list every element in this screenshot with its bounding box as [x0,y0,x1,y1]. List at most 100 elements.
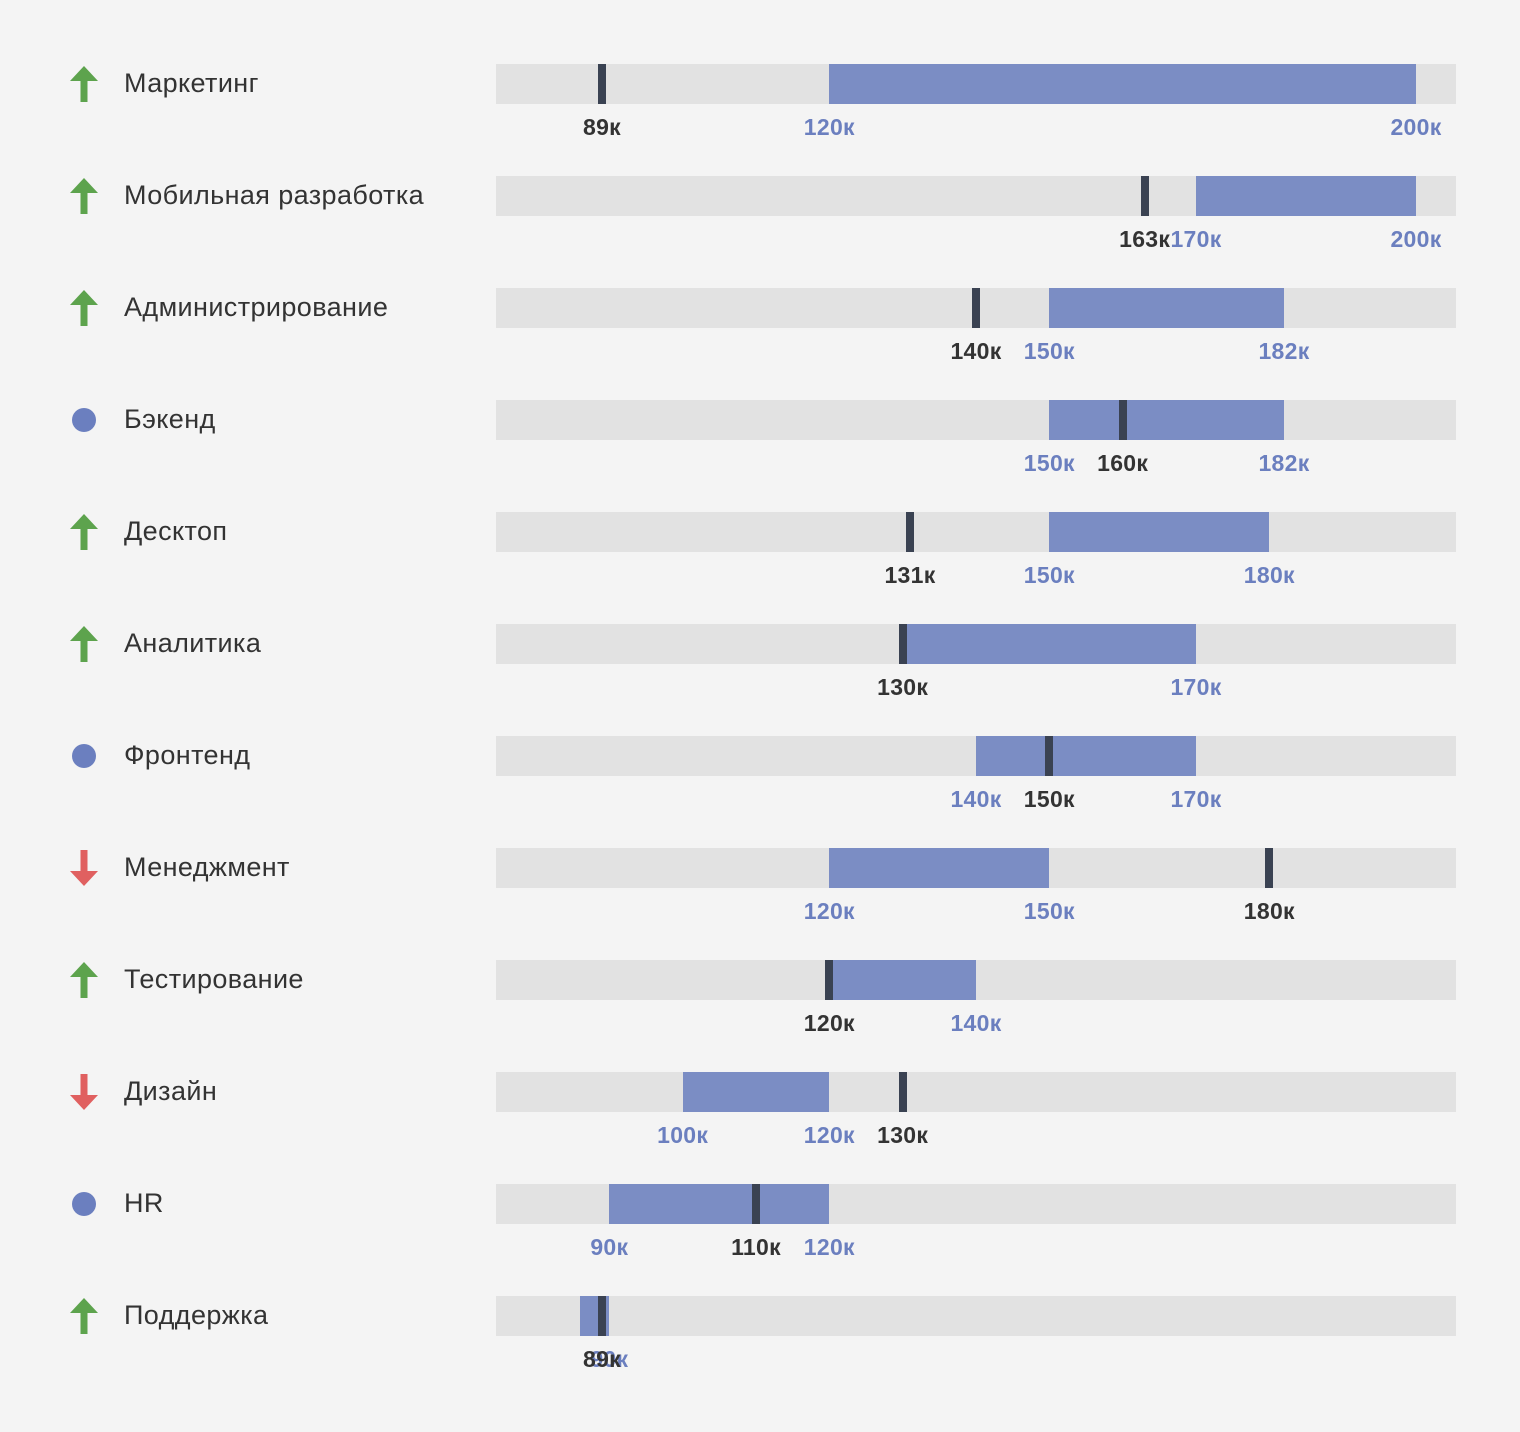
salary-range-bar [829,848,1050,888]
range-max-label: 200к [1390,226,1442,252]
median-marker [898,624,907,664]
bar-track: 90к 120к 110к [496,1184,1456,1260]
category-label: HR [124,1188,164,1218]
marker-label: 110к [731,1234,781,1260]
category-label: Фронтенд [124,740,251,770]
chart-row: Фронтенд 140к 170к 150к [0,736,1520,848]
range-min-label: 100к [657,1122,709,1148]
median-marker [752,1184,760,1224]
median-marker [1045,736,1054,776]
median-marker [1140,176,1149,216]
range-min-label: 90к [590,1234,629,1260]
range-max-label: 90к [590,1346,629,1372]
median-marker [898,1072,907,1112]
arrow-up-icon [68,64,100,104]
arrow-down-icon [68,1072,100,1112]
marker-label: 130к [877,1122,929,1148]
arrow-up-icon [68,512,100,552]
range-max-label: 120к [803,1234,855,1260]
chart-row: Бэкенд 150к 182к 160к [0,400,1520,512]
salary-range-bar [1196,176,1416,216]
arrow-up-icon [68,176,100,216]
range-max-label: 182к [1258,338,1310,364]
marker-label: 89к [583,114,621,140]
category-label: Администрирование [124,292,389,322]
marker-label: 130к [877,674,929,700]
range-min-label: 150к [1023,338,1075,364]
marker-label: 89к [583,1346,621,1372]
marker-label: 160к [1097,450,1149,476]
arrow-up-icon [68,624,100,664]
median-marker [972,288,980,328]
bar-track: 90к 89к [496,1296,1456,1372]
bar-track: 120к 200к 89к [496,64,1456,140]
category-label: Поддержка [124,1300,269,1330]
range-min-label: 120к [803,114,855,140]
category-label: Дизайн [124,1076,218,1106]
salary-range-bar [829,64,1416,104]
category-label: Десктоп [124,516,228,546]
category-label: Бэкенд [124,404,216,434]
salary-range-bar [682,1072,830,1112]
marker-label: 131к [884,562,936,588]
chart-row: Маркетинг 120к 200к 89к [0,64,1520,176]
salary-range-bar [1049,512,1270,552]
range-max-label: 180к [1243,562,1295,588]
category-label: Тестирование [124,964,304,994]
range-max-label: 150к [1023,898,1075,924]
range-min-label: 150к [1023,450,1075,476]
bar-track: 140к 170к 150к [496,736,1456,812]
marker-label: 120к [803,1010,855,1036]
median-marker [1265,848,1274,888]
category-label: Мобильная разработка [124,180,425,210]
dot-icon [68,736,100,776]
marker-label: 180к [1243,898,1295,924]
chart-row: HR 90к 120к 110к [0,1184,1520,1296]
median-marker [1118,400,1127,440]
bar-track: 170к 130к [496,624,1456,700]
dot-icon [68,400,100,440]
chart-row: Десктоп 150к 180к 131к [0,512,1520,624]
range-max-label: 140к [950,1010,1002,1036]
dot-icon [68,1184,100,1224]
range-min-label: 120к [803,898,855,924]
salary-range-bar [976,736,1196,776]
range-max-label: 200к [1390,114,1442,140]
median-marker [598,1296,606,1336]
chart-row: Мобильная разработка 170к 200к 163к [0,176,1520,288]
range-max-label: 120к [803,1122,855,1148]
salary-range-bar [1049,288,1284,328]
arrow-up-icon [68,960,100,1000]
arrow-up-icon [68,1296,100,1336]
chart-row: Поддержка 90к 89к [0,1296,1520,1408]
salary-range-bar [829,960,976,1000]
marker-label: 163к [1119,226,1171,252]
salary-range-bar [902,624,1196,664]
category-label: Маркетинг [124,68,259,98]
bar-track: 100к 120к 130к [496,1072,1456,1148]
range-max-label: 182к [1258,450,1310,476]
range-min-label: 140к [950,786,1002,812]
chart-row: Аналитика 170к 130к [0,624,1520,736]
median-marker [825,960,834,1000]
bar-track: 150к 182к 140к [496,288,1456,364]
range-max-label: 170к [1170,674,1222,700]
arrow-up-icon [68,288,100,328]
median-marker [906,512,914,552]
median-marker [598,64,606,104]
bar-track: 120к 150к 180к [496,848,1456,924]
bar-track: 140к 120к [496,960,1456,1036]
bar-track: 170к 200к 163к [496,176,1456,252]
chart-row: Администрирование 150к 182к 140к [0,288,1520,400]
salary-range-bar [1049,400,1284,440]
category-label: Аналитика [124,628,262,658]
bar-track: 150к 182к 160к [496,400,1456,476]
bar-track: 150к 180к 131к [496,512,1456,588]
range-max-label: 170к [1170,786,1222,812]
chart-row: Тестирование 140к 120к [0,960,1520,1072]
range-min-label: 150к [1023,562,1075,588]
marker-label: 140к [950,338,1002,364]
category-label: Менеджмент [124,852,290,882]
salary-range-bar [609,1184,830,1224]
